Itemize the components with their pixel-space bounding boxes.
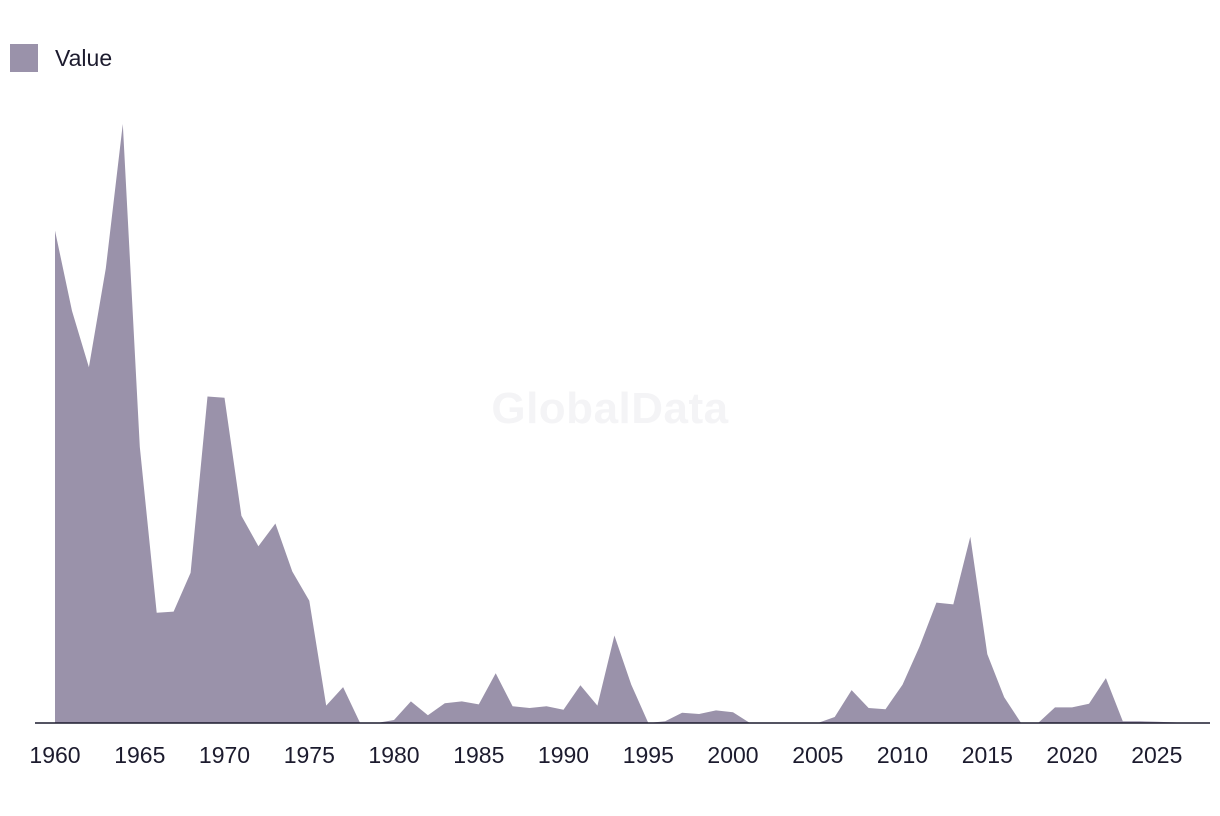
x-tick-label: 2020: [1046, 742, 1097, 768]
x-tick-label: 1995: [623, 742, 674, 768]
x-tick-label: 1980: [368, 742, 419, 768]
x-tick-label: 2000: [707, 742, 758, 768]
x-tick-label: 2015: [962, 742, 1013, 768]
x-tick-label: 1985: [453, 742, 504, 768]
series-area-value: [55, 124, 1191, 723]
x-tick-label: 2005: [792, 742, 843, 768]
watermark-text: GlobalData: [491, 384, 729, 433]
x-tick-label: 1975: [284, 742, 335, 768]
x-tick-label: 2010: [877, 742, 928, 768]
plot-area: 1960 1965 1970 1975 1980 1985 1990 1995 2000 2005…: [29, 124, 1210, 768]
x-tick-label: 1970: [199, 742, 250, 768]
x-tick-label: 2025: [1131, 742, 1182, 768]
legend-swatch: [10, 44, 38, 72]
x-tick-label: 1990: [538, 742, 589, 768]
x-tick-label: 1965: [114, 742, 165, 768]
x-tick-label: 1960: [29, 742, 80, 768]
legend-label: Value: [55, 44, 113, 71]
legend: Value: [10, 44, 112, 72]
